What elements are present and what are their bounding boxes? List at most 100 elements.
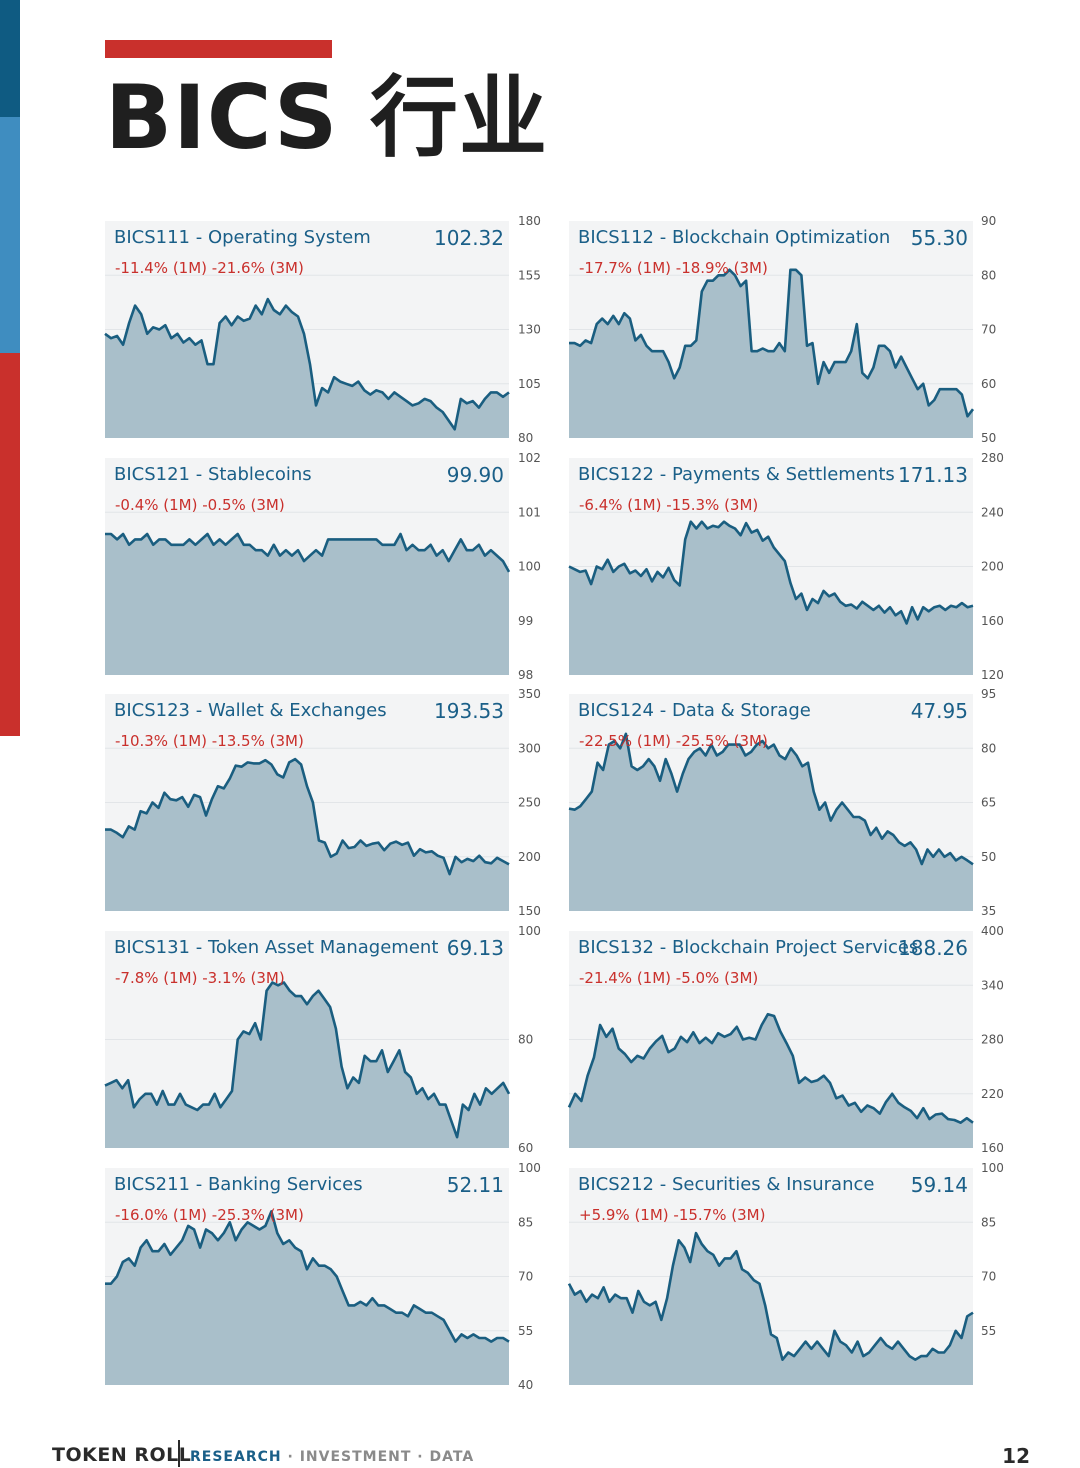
y-tick-label: 99 xyxy=(518,614,533,628)
chart-title: BICS131 - Token Asset Management xyxy=(114,937,438,958)
y-tick-label: 280 xyxy=(981,1033,1004,1047)
chart-panel-5: 350 300 250 200 150 BICS123 - Wallet & Exchan… xyxy=(105,687,541,918)
y-tick-label: 95 xyxy=(981,687,996,701)
chart-current-value: 55.30 xyxy=(911,226,968,250)
y-tick-label: 60 xyxy=(981,377,996,391)
chart-title: BICS112 - Blockchain Optimization xyxy=(578,227,890,248)
chart-area-fill xyxy=(569,269,973,438)
y-tick-label: 80 xyxy=(518,431,533,445)
footer-tagline: RESEARCH · INVESTMENT · DATA xyxy=(190,1449,474,1465)
y-tick-label: 280 xyxy=(981,451,1004,465)
y-tick-label: 160 xyxy=(981,1141,1004,1155)
chart-series-line xyxy=(567,1012,974,1124)
chart-current-value: 171.13 xyxy=(898,463,968,487)
chart-panel-7: 100 80 60 BICS131 - Token Asset Management 6… xyxy=(104,924,541,1155)
y-tick-label: 60 xyxy=(518,1141,533,1155)
chart-current-value: 188.26 xyxy=(898,936,968,960)
chart-area-fill xyxy=(105,982,509,1148)
y-tick-label: 100 xyxy=(518,924,541,938)
y-tick-label: 102 xyxy=(518,451,541,465)
chart-title: BICS124 - Data & Storage xyxy=(578,700,811,721)
chart-series-line xyxy=(104,981,511,1139)
chart-current-value: 102.32 xyxy=(434,226,504,250)
y-tick-label: 40 xyxy=(518,1378,533,1392)
y-tick-label: 50 xyxy=(981,431,996,445)
chart-panel-10: 100 85 70 55 BICS212 - Securities & Insuranc… xyxy=(567,1161,1004,1385)
y-tick-label: 70 xyxy=(981,323,996,337)
footer-tag-data: DATA xyxy=(429,1449,475,1465)
footer-tag-sep1: · xyxy=(281,1449,300,1465)
y-tick-label: 70 xyxy=(518,1270,533,1284)
y-tick-label: 130 xyxy=(518,323,541,337)
y-tick-label: 250 xyxy=(518,796,541,810)
chart-title: BICS132 - Blockchain Project Services xyxy=(578,937,918,958)
title-accent-rule xyxy=(105,40,332,58)
sidebar-accent-blue xyxy=(0,117,20,353)
y-tick-label: 100 xyxy=(518,1161,541,1175)
chart-current-value: 47.95 xyxy=(911,699,968,723)
y-tick-label: 55 xyxy=(518,1324,533,1338)
chart-title: BICS121 - Stablecoins xyxy=(114,464,312,485)
chart-series-line xyxy=(567,1231,974,1361)
chart-series-line xyxy=(105,1210,510,1343)
y-tick-label: 85 xyxy=(518,1215,533,1229)
footer-tag-investment: INVESTMENT xyxy=(299,1449,412,1465)
chart-panel-4: 280 240 200 160 120 BICS122 - Payments & Sett… xyxy=(568,451,1004,682)
y-tick-label: 155 xyxy=(518,268,541,282)
chart-series-line xyxy=(105,757,510,876)
page-title: BICS 行业 xyxy=(105,66,549,169)
y-tick-label: 80 xyxy=(981,268,996,282)
chart-performance: -10.3% (1M) -13.5% (3M) xyxy=(115,732,304,750)
chart-performance: -0.4% (1M) -0.5% (3M) xyxy=(115,496,285,514)
y-tick-label: 50 xyxy=(981,850,996,864)
footer-tag-sep2: · xyxy=(411,1449,430,1465)
y-tick-label: 85 xyxy=(981,1215,996,1229)
chart-current-value: 193.53 xyxy=(434,699,504,723)
sidebar-accent-red xyxy=(0,353,20,736)
y-tick-label: 160 xyxy=(981,614,1004,628)
y-tick-label: 105 xyxy=(518,377,541,391)
y-tick-label: 120 xyxy=(981,668,1004,682)
y-tick-label: 150 xyxy=(518,904,541,918)
chart-current-value: 99.90 xyxy=(447,463,504,487)
chart-area-fill xyxy=(105,1211,509,1385)
y-tick-label: 55 xyxy=(981,1324,996,1338)
y-tick-label: 100 xyxy=(518,560,541,574)
y-tick-label: 35 xyxy=(981,904,996,918)
chart-current-value: 52.11 xyxy=(447,1173,504,1197)
chart-series-line xyxy=(104,297,510,431)
y-tick-label: 101 xyxy=(518,505,541,519)
page-number: 12 xyxy=(1002,1444,1030,1468)
chart-panel-1: 180 155 130 105 80 BICS111 - Operating System… xyxy=(104,214,541,445)
chart-current-value: 69.13 xyxy=(447,936,504,960)
chart-panel-2: 90 80 70 60 50 BICS112 - Blockchain Optimizat… xyxy=(569,214,996,445)
chart-performance: -17.7% (1M) -18.9% (3M) xyxy=(579,259,768,277)
sidebar-accent-navy xyxy=(0,0,20,117)
chart-performance: -16.0% (1M) -25.3% (3M) xyxy=(115,1206,304,1224)
y-tick-label: 350 xyxy=(518,687,541,701)
chart-title: BICS122 - Payments & Settlements xyxy=(578,464,895,485)
chart-series-line xyxy=(568,732,974,866)
footer-separator xyxy=(178,1440,180,1467)
chart-panel-8: 400 340 280 220 160 BICS132 - Blockchain Proj… xyxy=(567,924,1004,1155)
chart-series-line xyxy=(569,268,975,418)
chart-title: BICS123 - Wallet & Exchanges xyxy=(114,700,387,721)
y-tick-label: 240 xyxy=(981,505,1004,519)
chart-panel-6: 95 80 65 50 35 BICS124 - Data & Storage 47.95 -… xyxy=(568,687,996,918)
y-tick-label: 200 xyxy=(518,850,541,864)
chart-series-line xyxy=(568,520,974,625)
chart-current-value: 59.14 xyxy=(911,1173,968,1197)
chart-title: BICS212 - Securities & Insurance xyxy=(578,1174,874,1195)
chart-performance: -6.4% (1M) -15.3% (3M) xyxy=(579,496,758,514)
y-tick-label: 220 xyxy=(981,1087,1004,1101)
y-tick-label: 300 xyxy=(518,741,541,755)
chart-performance: -22.5% (1M) -25.5% (3M) xyxy=(579,732,768,750)
chart-performance: -11.4% (1M) -21.6% (3M) xyxy=(115,259,304,277)
chart-area-fill xyxy=(105,534,509,675)
footer-brand: TOKEN ROLL xyxy=(52,1444,192,1466)
y-tick-label: 65 xyxy=(981,796,996,810)
y-tick-label: 90 xyxy=(981,214,996,228)
chart-area-fill xyxy=(569,1233,973,1385)
y-tick-label: 340 xyxy=(981,978,1004,992)
chart-performance: +5.9% (1M) -15.7% (3M) xyxy=(579,1206,765,1224)
